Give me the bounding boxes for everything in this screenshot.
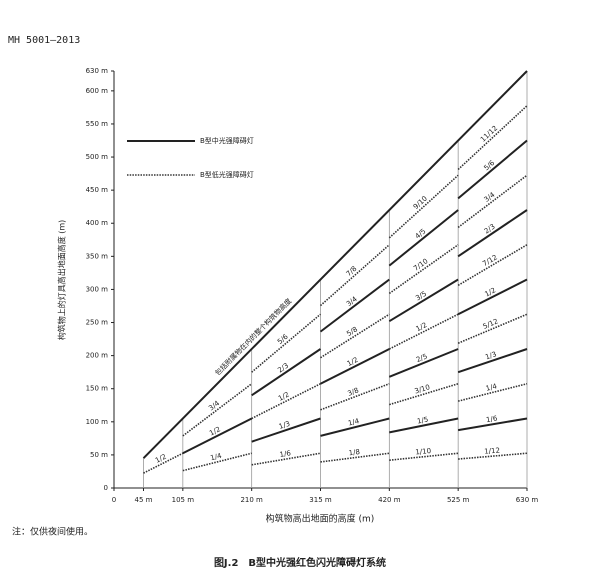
- x-tick-label: 0: [112, 496, 116, 504]
- light-line: [389, 417, 459, 434]
- fraction-label: 3/5: [414, 290, 428, 303]
- fraction-label: 2/3: [276, 362, 290, 375]
- light-line: [182, 383, 253, 437]
- light-line: [251, 348, 322, 397]
- light-line: [320, 383, 390, 411]
- light-line: [251, 313, 322, 373]
- legend-label: B型中光强障碍灯: [200, 136, 254, 145]
- caption: 图J.2 B型中光强红色闪光障碍灯系统: [214, 556, 386, 569]
- fraction-label: 7/12: [481, 253, 499, 268]
- light-line: [320, 452, 390, 463]
- light-line: [457, 244, 528, 286]
- y-tick-label: 450 m: [86, 186, 109, 194]
- light-line: [388, 174, 459, 239]
- fraction-label: 3/4: [483, 190, 497, 204]
- light-line: [389, 452, 459, 461]
- fraction-label: 1/4: [210, 452, 223, 463]
- fraction-label: 1/8: [348, 448, 360, 457]
- light-line: [457, 313, 528, 344]
- x-tick-label: 105 m: [172, 496, 195, 504]
- fraction-label: 4/5: [414, 227, 428, 240]
- light-line: [319, 278, 390, 333]
- light-line: [251, 417, 321, 443]
- x-tick-label: 630 m: [516, 496, 539, 504]
- boundary-line: [142, 70, 528, 459]
- fraction-label: 3/4: [345, 295, 359, 309]
- light-line: [251, 383, 321, 420]
- light-line: [457, 139, 528, 200]
- y-tick-label: 250 m: [86, 319, 109, 327]
- light-line: [320, 313, 390, 359]
- light-line: [457, 382, 528, 402]
- y-tick-label: 0: [104, 484, 108, 492]
- note: 注：仅供夜间使用。: [12, 526, 93, 538]
- fraction-label: 5/6: [276, 332, 290, 346]
- light-line: [320, 348, 390, 385]
- fraction-label: 3/10: [414, 383, 431, 395]
- light-line: [182, 417, 253, 455]
- fraction-label: 1/12: [484, 447, 500, 456]
- fraction-label: 1/10: [415, 447, 431, 457]
- fraction-label: 5/8: [345, 325, 359, 338]
- light-line: [457, 278, 528, 316]
- y-tick-label: 400 m: [86, 219, 109, 227]
- fraction-label: 1/4: [485, 382, 498, 393]
- y-tick-label: 630 m: [86, 67, 109, 75]
- x-tick-label: 210 m: [240, 496, 263, 504]
- y-tick-label: 550 m: [86, 120, 109, 128]
- x-tick-label: 525 m: [447, 496, 470, 504]
- y-tick-label: 100 m: [86, 418, 109, 426]
- fraction-label: 1/2: [415, 321, 429, 333]
- light-line: [388, 244, 459, 295]
- y-tick-label: 500 m: [86, 153, 109, 161]
- fraction-label: 1/4: [347, 417, 360, 428]
- fraction-label: 9/10: [412, 195, 429, 212]
- y-tick-label: 150 m: [86, 385, 109, 393]
- light-line: [457, 174, 528, 229]
- fraction-label: 3/4: [207, 399, 221, 413]
- y-tick-label: 350 m: [86, 252, 109, 260]
- light-line: [457, 348, 528, 374]
- light-line: [388, 313, 459, 350]
- fraction-label: 1/3: [278, 420, 291, 431]
- fraction-label: 2/3: [483, 223, 497, 236]
- fraction-label: 1/2: [154, 453, 168, 465]
- light-line: [388, 348, 459, 378]
- light-line: [389, 382, 459, 406]
- y-axis-label: 构筑物上的灯具高出地面高度 (m): [57, 220, 67, 341]
- fraction-label: 2/5: [415, 352, 428, 364]
- x-axis-label: 构筑物高出地面的高度 (m): [266, 513, 375, 525]
- light-line: [251, 452, 321, 466]
- light-line: [182, 452, 252, 472]
- light-line: [388, 278, 459, 323]
- y-tick-label: 50 m: [90, 451, 108, 459]
- light-line: [320, 417, 390, 437]
- legend-label: B型低光强障碍灯: [200, 170, 254, 179]
- fraction-label: 1/2: [277, 391, 291, 403]
- y-tick-label: 600 m: [86, 87, 109, 95]
- y-tick-label: 300 m: [86, 285, 109, 293]
- light-line: [457, 209, 528, 258]
- x-tick-label: 45 m: [135, 496, 153, 504]
- fraction-label: 5/6: [482, 159, 496, 173]
- fraction-label: 1/5: [416, 416, 429, 426]
- fraction-label: 1/6: [486, 414, 499, 424]
- light-line: [143, 452, 184, 474]
- x-tick-label: 315 m: [309, 496, 332, 504]
- light-line: [457, 105, 528, 171]
- fraction-label: 7/8: [345, 265, 359, 278]
- x-tick-label: 420 m: [378, 496, 401, 504]
- header: MH 5001—2013: [8, 35, 80, 46]
- fraction-label: 1/3: [484, 350, 497, 361]
- light-line: [319, 244, 390, 307]
- y-tick-label: 200 m: [86, 352, 109, 360]
- fraction-label: 1/6: [279, 449, 292, 459]
- light-line: [458, 417, 528, 432]
- fraction-label: 3/8: [346, 386, 359, 397]
- light-line: [458, 452, 528, 460]
- light-line: [388, 209, 459, 267]
